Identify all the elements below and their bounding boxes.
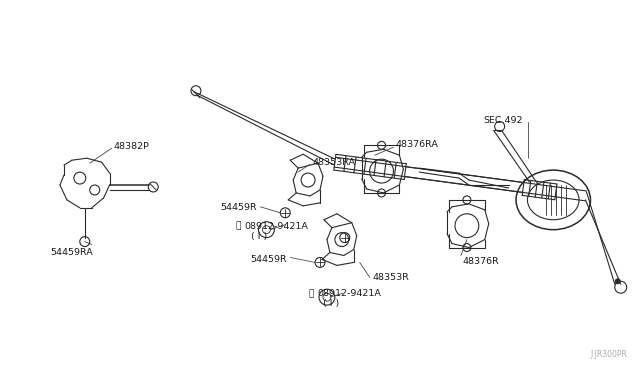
Text: 48382P: 48382P [113, 142, 149, 151]
Text: 48376RA: 48376RA [396, 140, 438, 149]
Text: 48353R: 48353R [372, 273, 410, 282]
Text: 08912-9421A: 08912-9421A [317, 289, 381, 298]
Text: 54459RA: 54459RA [50, 247, 93, 257]
Text: 54459R: 54459R [250, 256, 287, 264]
Text: 48353RA: 48353RA [312, 158, 355, 167]
Text: 54459R: 54459R [221, 203, 257, 212]
Text: J JR300PR: J JR300PR [591, 350, 628, 359]
Text: ( I ): ( I ) [323, 299, 339, 308]
Text: 48376R: 48376R [463, 257, 500, 266]
Text: SEC.492: SEC.492 [484, 116, 524, 125]
Text: 08912-9421A: 08912-9421A [244, 222, 308, 231]
Text: ( I ): ( I ) [250, 232, 267, 241]
Circle shape [615, 279, 620, 284]
Text: Ⓝ: Ⓝ [236, 222, 241, 231]
Text: Ⓝ: Ⓝ [308, 289, 314, 298]
